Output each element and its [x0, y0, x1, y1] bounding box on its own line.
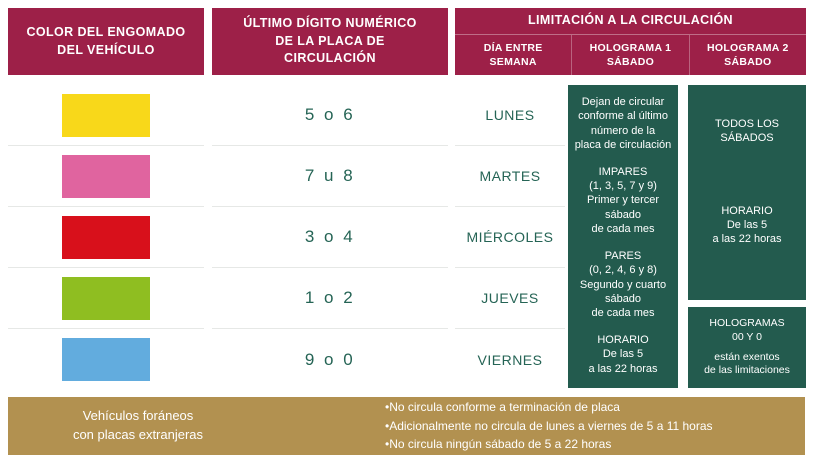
table-row	[8, 146, 204, 207]
rule-bullet: •No circula ningún sábado de 5 a 22 hora…	[385, 437, 612, 452]
rule-bullet: •Adicionalmente no circula de lunes a vi…	[385, 418, 713, 433]
hologramas-exentos-title: HOLOGRAMAS 00 Y 0	[709, 317, 785, 343]
header-ultimo-digito: ÚLTIMO DÍGITO NUMÉRICO DE LA PLACA DE CI…	[212, 8, 448, 75]
subheader-holograma-2: HOLOGRAMA 2 SÁBADO	[688, 35, 806, 75]
header-color-engomado: COLOR DEL ENGOMADO DEL VEHÍCULO	[8, 8, 204, 75]
hologramas-exentos-text: están exentos de las limitaciones	[704, 350, 790, 377]
table-row	[8, 268, 204, 329]
weekday-label: LUNES	[455, 85, 565, 146]
weekday-label: MARTES	[455, 146, 565, 207]
column-plate-digits: 5 o 6 7 u 8 3 o 4 1 o 2 9 o 0	[212, 85, 448, 390]
color-swatch-verde	[62, 276, 150, 320]
table-row	[8, 85, 204, 146]
subheader-holograma-1: HOLOGRAMA 1 SÁBADO	[571, 35, 688, 75]
holograma1-intro: Dejan de circular conforme al último núm…	[574, 96, 672, 151]
plate-digits: 5 o 6	[212, 85, 448, 146]
holograma1-impares: IMPARES (1, 3, 5, 7 y 9) Primer y tercer…	[586, 165, 660, 236]
holograma1-horario: HORARIO De las 5 a las 22 horas	[588, 334, 658, 375]
subheader-dia-entre-semana: DÍA ENTRE SEMANA	[483, 41, 543, 68]
weekday-label: VIERNES	[477, 351, 543, 368]
plate-digits: 3 o 4	[212, 207, 448, 268]
foreign-plates-rules: •No circula conforme a terminación de pl…	[385, 397, 713, 455]
column-engomado-colors	[8, 85, 204, 390]
color-swatch-rojo	[62, 215, 150, 259]
holograma2-todos-sabados: TODOS LOS SÁBADOS	[715, 118, 779, 145]
panel-hologramas-exentos: HOLOGRAMAS 00 Y 0 están exentos de las l…	[688, 307, 806, 388]
panel-holograma-1: Dejan de circular conforme al último núm…	[568, 85, 678, 388]
color-swatch-azul	[62, 338, 150, 381]
weekday-label: MIÉRCOLES	[455, 207, 565, 268]
header-limitacion-subrow: DÍA ENTRE SEMANA HOLOGRAMA 1 SÁBADO HOLO…	[455, 35, 806, 75]
table-row	[8, 207, 204, 268]
holograma2-horario: HORARIO De las 5 a las 22 horas	[712, 204, 782, 246]
plate-digits: 9 o 0	[304, 349, 356, 369]
foreign-plates-label: Vehículos foráneos con placas extranjera…	[72, 408, 204, 442]
color-swatch-rosa	[62, 154, 150, 198]
column-weekdays: LUNES MARTES MIÉRCOLES JUEVES VIERNES	[455, 85, 565, 390]
weekday-label: JUEVES	[455, 268, 565, 329]
rule-bullet: •No circula conforme a terminación de pl…	[385, 400, 620, 415]
footer-foreign-plates: Vehículos foráneos con placas extranjera…	[8, 397, 805, 455]
holograma1-pares: PARES (0, 2, 4, 6 y 8) Segundo y cuarto …	[579, 249, 667, 320]
color-swatch-amarillo	[62, 93, 150, 137]
header-limitacion: LIMITACIÓN A LA CIRCULACIÓN DÍA ENTRE SE…	[455, 8, 806, 75]
header-limitacion-title: LIMITACIÓN A LA CIRCULACIÓN	[455, 8, 806, 35]
panel-holograma-2: TODOS LOS SÁBADOS HORARIO De las 5 a las…	[688, 85, 806, 300]
table-row	[8, 329, 204, 390]
plate-digits: 1 o 2	[212, 268, 448, 329]
plate-digits: 7 u 8	[212, 146, 448, 207]
